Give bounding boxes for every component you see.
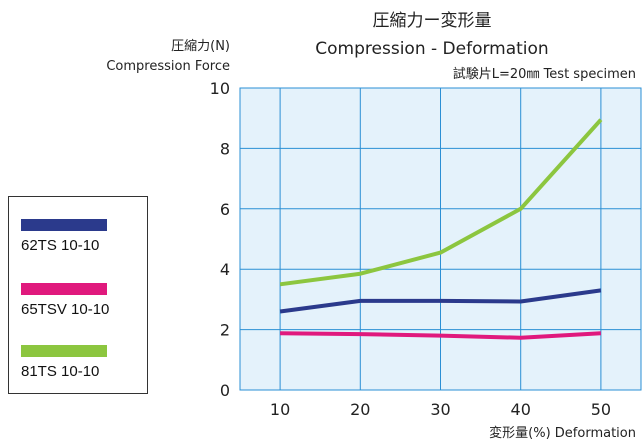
series-line-1 — [280, 331, 602, 340]
legend-swatch-62ts — [21, 219, 107, 231]
legend-item-62ts: 62TS 10-10 — [21, 219, 107, 254]
y-axis-label-en: Compression Force — [106, 59, 230, 74]
y-tick-label-6: 6 — [220, 200, 230, 219]
x-tick-label-10: 10 — [270, 400, 290, 419]
chart-note: 試験片L=20㎜ Test specimen — [453, 66, 636, 82]
x-tick-label-50: 50 — [591, 400, 611, 419]
y-tick-label-10: 10 — [210, 79, 230, 98]
y-tick-label-8: 8 — [220, 139, 230, 158]
y-tick-label-2: 2 — [220, 321, 230, 340]
y-axis-label-jp: 圧縮力(N) — [171, 38, 230, 54]
series-line-0 — [279, 288, 602, 314]
y-tick-label-0: 0 — [220, 381, 230, 400]
x-tick-label-40: 40 — [511, 400, 531, 419]
legend-label-81ts: 81TS 10-10 — [21, 363, 100, 380]
chart-subtitle: Compression - Deformation — [315, 39, 548, 59]
legend-label-62ts: 62TS 10-10 — [21, 237, 100, 254]
x-tick-label-30: 30 — [430, 400, 450, 419]
tick-labels: 0 2 4 6 8 10 10 20 30 40 50 — [210, 79, 611, 419]
legend: 62TS 10-10 65TSV 10-10 81TS 10-10 — [8, 196, 148, 394]
chart-title: 圧縮力ー変形量 — [373, 11, 492, 31]
x-axis-label: 変形量(%) Deformation — [489, 425, 636, 441]
series-line-2 — [279, 118, 603, 287]
x-tick-label-20: 20 — [350, 400, 370, 419]
legend-swatch-65tsv — [21, 283, 107, 295]
legend-item-65tsv: 65TSV 10-10 — [21, 283, 109, 318]
legend-label-65tsv: 65TSV 10-10 — [21, 301, 110, 318]
series-lines — [279, 118, 603, 340]
legend-swatch-81ts — [21, 345, 107, 357]
legend-item-81ts: 81TS 10-10 — [21, 345, 107, 380]
y-tick-label-4: 4 — [220, 260, 230, 279]
grid — [240, 87, 641, 391]
